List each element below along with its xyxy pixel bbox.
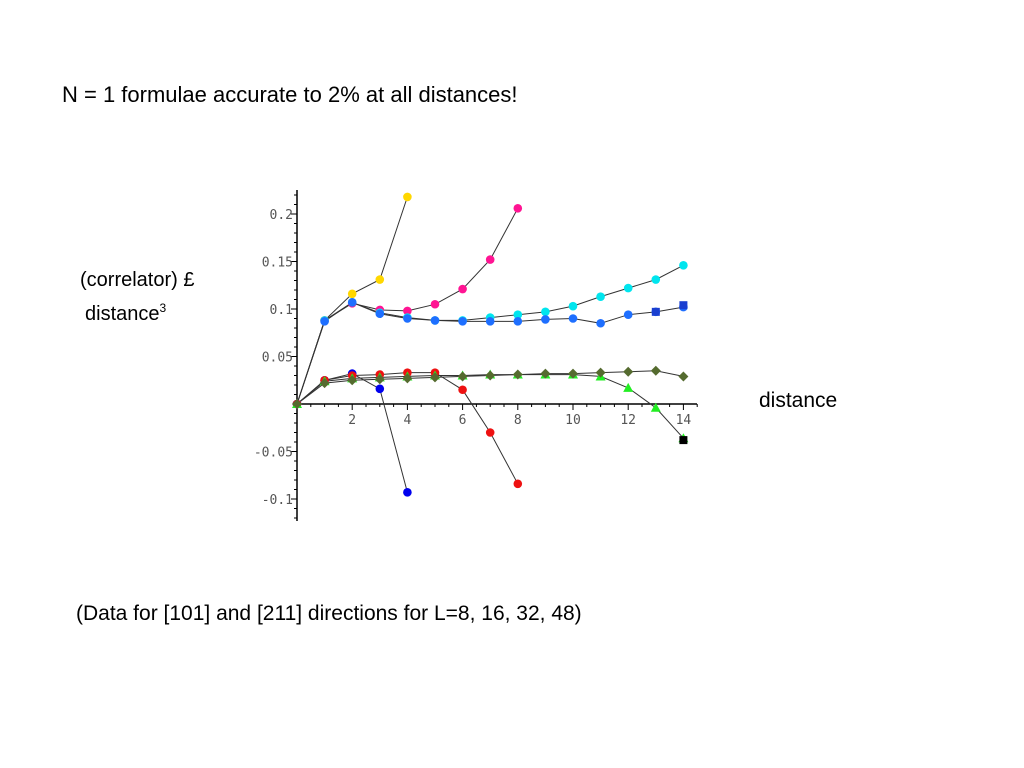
data-point bbox=[403, 306, 412, 316]
data-point bbox=[651, 307, 660, 316]
x-axis-label: distance bbox=[759, 389, 838, 412]
data-point bbox=[541, 315, 550, 324]
y-tick-label: -0.1 bbox=[262, 493, 293, 508]
data-point bbox=[374, 374, 385, 385]
data-point bbox=[458, 385, 467, 395]
data-point bbox=[485, 255, 495, 264]
series-line-6 bbox=[296, 372, 519, 485]
data-point bbox=[651, 275, 661, 284]
data-point bbox=[458, 317, 467, 326]
data-point bbox=[485, 428, 495, 437]
slide-title: N = 1 formulae accurate to 2% at all dis… bbox=[62, 82, 518, 107]
data-point bbox=[320, 317, 329, 326]
data-point bbox=[623, 382, 634, 392]
data-point bbox=[623, 283, 633, 293]
x-tick-label: 8 bbox=[514, 413, 522, 428]
y-tick-label: -0.05 bbox=[254, 446, 293, 461]
data-point bbox=[347, 289, 357, 299]
data-point bbox=[623, 366, 634, 377]
data-point bbox=[430, 316, 440, 325]
data-point bbox=[292, 399, 302, 409]
data-point bbox=[513, 204, 523, 213]
data-point bbox=[679, 301, 688, 310]
data-point bbox=[402, 373, 413, 384]
data-point bbox=[596, 318, 605, 328]
y-tick-label: 0.05 bbox=[262, 351, 293, 366]
data-point bbox=[568, 301, 578, 311]
y-axis-label-distance: distance bbox=[85, 303, 160, 325]
data-point bbox=[596, 292, 605, 301]
data-point bbox=[679, 261, 688, 270]
data-point bbox=[319, 378, 330, 389]
data-point bbox=[540, 368, 551, 379]
data-point bbox=[650, 365, 661, 376]
data-point bbox=[347, 298, 357, 307]
data-point bbox=[375, 384, 385, 394]
data-point bbox=[541, 307, 550, 317]
x-tick-label: 6 bbox=[459, 413, 467, 428]
data-point bbox=[595, 367, 606, 378]
data-point bbox=[513, 317, 523, 326]
x-tick-label: 12 bbox=[620, 413, 636, 428]
x-tick-label: 4 bbox=[403, 413, 411, 428]
y-axis-label-line2: distance3 bbox=[80, 294, 194, 328]
y-axis-label: (correlator) £ distance3 bbox=[80, 266, 194, 328]
y-tick-label: 0.15 bbox=[262, 256, 293, 271]
data-point bbox=[623, 310, 633, 320]
data-point bbox=[375, 275, 385, 284]
data-point bbox=[513, 310, 523, 320]
y-tick-label: 0.2 bbox=[270, 208, 293, 223]
data-point bbox=[485, 370, 496, 381]
data-point bbox=[403, 192, 412, 202]
data-point bbox=[430, 372, 440, 383]
data-point bbox=[403, 314, 412, 323]
data-point bbox=[457, 371, 468, 382]
data-point bbox=[513, 479, 523, 489]
data-point bbox=[679, 436, 688, 445]
x-tick-label: 14 bbox=[676, 413, 692, 428]
data-point bbox=[678, 371, 689, 382]
data-point bbox=[375, 309, 385, 319]
data-point bbox=[568, 368, 578, 379]
series-markers bbox=[292, 192, 689, 497]
data-point bbox=[458, 284, 467, 294]
data-point bbox=[430, 299, 440, 309]
data-point bbox=[347, 375, 358, 386]
x-tick-label: 2 bbox=[348, 413, 356, 428]
data-point bbox=[485, 317, 495, 326]
data-point bbox=[403, 488, 412, 497]
x-tick-label: 10 bbox=[565, 413, 581, 428]
data-point bbox=[512, 369, 523, 380]
chart-axes: 2 4 6 8 10 12 14 0.2 0.15 0.1 0.05 -0.05 -0.1 bbox=[254, 190, 698, 521]
y-axis-label-exponent: 3 bbox=[159, 301, 167, 315]
footnote: (Data for [101] and [211] directions for… bbox=[76, 602, 582, 625]
y-tick-label: 0.1 bbox=[270, 303, 293, 318]
data-point bbox=[650, 402, 661, 412]
data-point bbox=[568, 314, 578, 323]
series-lines bbox=[296, 196, 684, 493]
y-axis-label-line1: (correlator) £ bbox=[80, 269, 195, 291]
